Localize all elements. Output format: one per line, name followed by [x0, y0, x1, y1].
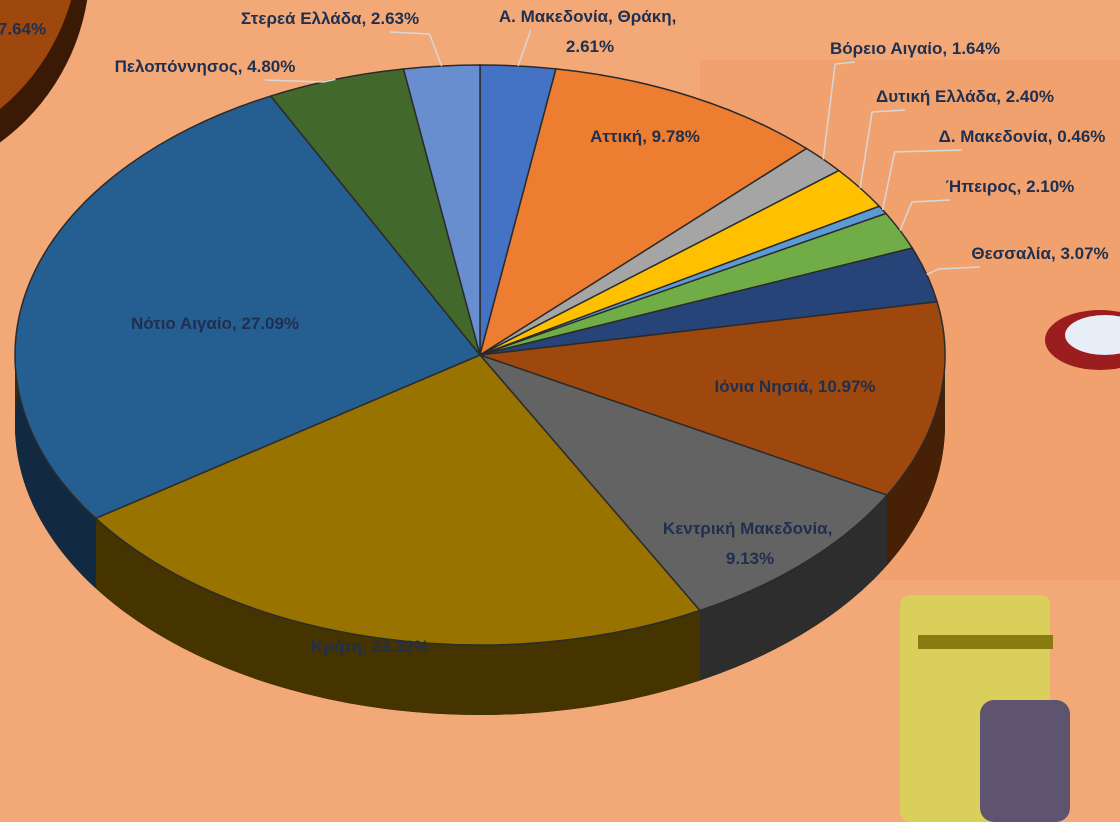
category-name: Ήπειρος	[946, 177, 1017, 196]
label-separator: ,	[232, 314, 241, 333]
value-label: 9.78%	[652, 127, 700, 146]
label-separator: ,	[642, 127, 651, 146]
slice	[94, 354, 702, 646]
leader-line	[881, 149, 963, 211]
slice-side	[887, 301, 945, 566]
data-label: Ιόνια Νησιά, 10.97%	[714, 377, 875, 396]
value-label: 9.13%	[726, 549, 774, 568]
value-label: 1.64%	[952, 39, 1000, 58]
slice	[0, 0, 73, 111]
data-label: Στερεά Ελλάδα, 2.63%	[241, 9, 419, 28]
leader-line	[822, 61, 856, 160]
leader-line	[517, 29, 531, 67]
label-separator: ,	[996, 87, 1005, 106]
value-label: 27.09%	[241, 314, 299, 333]
data-label: Πελοπόννησος, 4.80%	[115, 57, 296, 76]
leader-line	[859, 109, 906, 189]
data-label: Βόρειο Αιγαίο, 1.64%	[830, 39, 1000, 58]
category-name: Κρήτη	[311, 637, 362, 656]
data-label: Νότιο Αιγαίο, 27.09%	[131, 314, 299, 333]
value-label: 2.61%	[566, 37, 614, 56]
category-name: Αττική	[590, 127, 642, 146]
category-name: Πελοπόννησος	[115, 57, 238, 76]
leader-line	[389, 31, 443, 67]
value-label: 2.63%	[371, 9, 419, 28]
leader-line	[899, 199, 951, 231]
label-separator: ,	[238, 57, 247, 76]
leader-line	[264, 78, 336, 83]
value-label: 2.10%	[1026, 177, 1074, 196]
label-separator: ,	[942, 39, 951, 58]
category-name: Κεντρική Μακεδονία	[663, 519, 828, 538]
suitcase	[980, 700, 1070, 822]
pie-slices	[14, 64, 946, 646]
label-separator: ,	[1051, 244, 1060, 263]
category-name: Στερεά Ελλάδα	[241, 9, 362, 28]
seat-stripe	[918, 635, 1053, 649]
value-label: 4.80%	[247, 57, 295, 76]
category-name: Δυτική Ελλάδα	[876, 87, 997, 106]
data-label: Κεντρική Μακεδονία, 9.13%	[663, 519, 837, 568]
data-label: Αττική, 9.78%	[590, 127, 700, 146]
slice	[14, 95, 482, 520]
data-label: Δυτική Ελλάδα, 2.40%	[876, 87, 1054, 106]
data-label: 7.64%	[0, 19, 46, 38]
label-separator: ,	[362, 637, 371, 656]
slice-side	[699, 495, 888, 681]
label-separator: ,	[672, 7, 681, 26]
data-label: Κρήτη, 23.32%	[311, 637, 429, 656]
data-label: Α. Μακεδονία, Θράκη, 2.61%	[499, 7, 681, 56]
value-label: 10.97%	[818, 377, 876, 396]
label-separator: ,	[361, 9, 370, 28]
value-label: 0.46%	[1057, 127, 1105, 146]
slice	[478, 68, 808, 357]
category-name: Δ. Μακεδονία	[939, 127, 1049, 146]
label-separator: ,	[1048, 127, 1057, 146]
label-separator: ,	[808, 377, 817, 396]
data-label: Δ. Μακεδονία, 0.46%	[939, 127, 1106, 146]
label-separator: ,	[1017, 177, 1026, 196]
value-label: 2.40%	[1006, 87, 1054, 106]
pie-labels: Α. Μακεδονία, Θράκη, 2.61% Αττική, 9.78% Β…	[115, 7, 1109, 656]
category-name: Βόρειο Αιγαίο	[830, 39, 942, 58]
slice	[402, 64, 481, 356]
slice	[479, 300, 946, 497]
category-name: Ιόνια Νησιά	[714, 377, 808, 396]
leader-line	[926, 266, 981, 276]
label-separator: ,	[828, 519, 837, 538]
data-label: Θεσσαλία, 3.07%	[971, 244, 1108, 263]
slice	[477, 353, 889, 612]
value-label: 23.32%	[371, 637, 429, 656]
category-name: Α. Μακεδονία, Θράκη	[499, 7, 672, 26]
decoration	[1065, 315, 1120, 355]
category-name: Νότιο Αιγαίο	[131, 314, 232, 333]
inset-pie: 7.64%	[0, 0, 88, 143]
slice-side	[95, 518, 700, 716]
value-label: 3.07%	[1060, 244, 1108, 263]
data-label: Ήπειρος, 2.10%	[946, 177, 1075, 196]
category-name: Θεσσαλία	[971, 244, 1051, 263]
